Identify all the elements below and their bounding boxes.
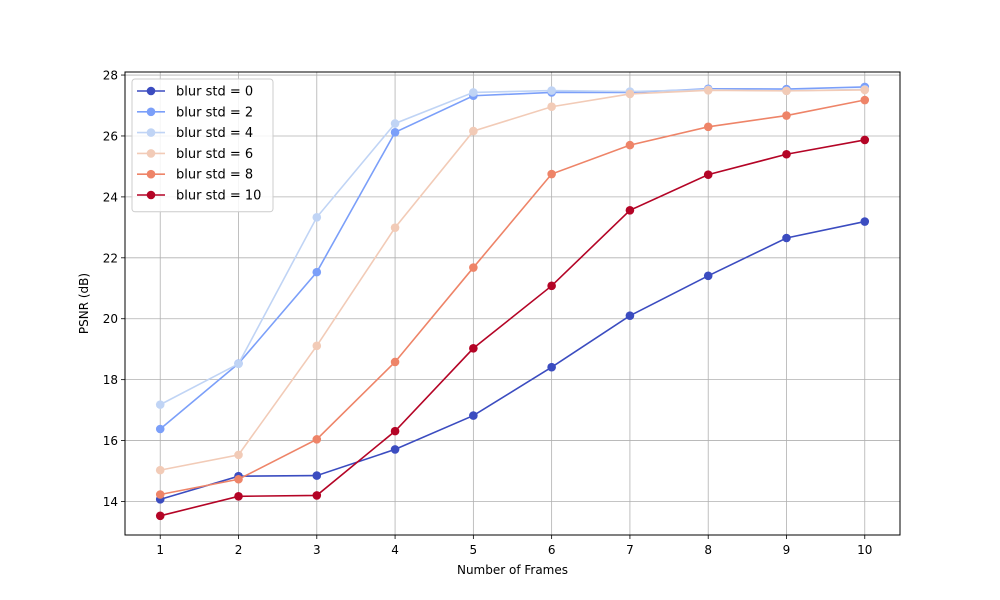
series-5 [155, 135, 870, 521]
data-point [312, 471, 322, 480]
data-point [390, 445, 400, 454]
y-tick-label: 18 [103, 373, 118, 387]
legend-label: blur std = 8 [176, 168, 253, 183]
data-point [782, 86, 791, 96]
y-tick-label: 28 [103, 69, 118, 83]
data-point [469, 343, 478, 353]
data-point [312, 212, 322, 222]
data-point [390, 119, 400, 128]
legend-label: blur std = 4 [176, 126, 253, 141]
series-3 [155, 85, 870, 475]
data-point [782, 233, 791, 243]
x-tick-label: 10 [857, 543, 872, 557]
y-tick-label: 24 [103, 190, 118, 204]
data-point [234, 474, 243, 484]
legend-box [131, 78, 274, 213]
legend-item: blur std = 2 [137, 105, 253, 120]
data-point [860, 135, 870, 145]
data-point [312, 267, 322, 277]
y-tick-label: 22 [103, 251, 118, 265]
data-point [155, 511, 165, 521]
data-point [860, 95, 870, 105]
x-tick-label: 6 [548, 543, 556, 557]
data-point [547, 281, 556, 291]
legend-label: blur std = 2 [176, 105, 253, 120]
data-point [625, 89, 635, 99]
legend-marker [146, 149, 156, 158]
legend-label: blur std = 10 [176, 189, 261, 204]
data-point [703, 85, 713, 95]
x-tick-label: 3 [313, 543, 321, 557]
data-point [703, 271, 713, 281]
legend-item: blur std = 10 [137, 189, 261, 204]
data-point [547, 362, 556, 372]
data-point [625, 140, 635, 150]
x-tick-label: 1 [156, 543, 164, 557]
series-line [160, 89, 865, 471]
data-point [703, 170, 713, 179]
data-point [782, 149, 791, 159]
series-4 [155, 95, 870, 499]
data-point [469, 126, 478, 136]
legend-item: blur std = 8 [137, 168, 253, 183]
legend-item: blur std = 0 [137, 85, 253, 100]
data-point [390, 357, 400, 367]
data-point [234, 450, 243, 460]
series-group [155, 82, 870, 521]
x-tick-label: 7 [626, 543, 634, 557]
legend-marker [146, 86, 156, 96]
x-axis-label: Number of Frames [457, 563, 568, 577]
data-point [469, 411, 478, 420]
legend-marker [146, 190, 156, 200]
x-tick-label: 4 [391, 543, 399, 557]
data-point [390, 223, 400, 232]
data-point [390, 128, 400, 137]
y-tick-label: 26 [103, 129, 118, 143]
data-point [312, 435, 322, 444]
series-line [160, 139, 865, 517]
data-point [860, 85, 870, 95]
data-point [312, 491, 322, 500]
data-point [234, 492, 243, 501]
x-tick-label: 8 [704, 543, 712, 557]
x-tick-label: 5 [470, 543, 478, 557]
data-point [155, 465, 165, 475]
data-point [469, 263, 478, 272]
series-line [159, 86, 865, 430]
data-point [547, 169, 556, 179]
plot-frame [124, 71, 901, 536]
data-point [155, 424, 165, 434]
legend-label: blur std = 6 [176, 147, 253, 162]
series-line [160, 99, 865, 496]
x-tick-label: 2 [235, 543, 243, 557]
y-tick-label: 16 [103, 434, 118, 448]
data-point [625, 205, 635, 215]
data-point [312, 341, 322, 351]
legend: blur std = 0 blur std = 2 blur std = 4 blur… [131, 78, 274, 213]
data-point [625, 311, 635, 320]
data-point [390, 426, 400, 436]
legend-label: blur std = 0 [176, 85, 253, 100]
legend-item: blur std = 4 [137, 126, 253, 141]
data-point [782, 111, 791, 120]
data-point [703, 122, 713, 132]
data-point [547, 102, 556, 112]
legend-marker [146, 128, 156, 137]
y-tick-label: 20 [103, 312, 118, 326]
legend-marker [146, 107, 156, 117]
data-point [547, 86, 556, 95]
legend-item: blur std = 6 [137, 147, 253, 162]
x-tick-label: 9 [783, 543, 791, 557]
y-tick-label: 14 [103, 495, 118, 509]
data-point [860, 217, 870, 226]
y-axis-label: PSNR (dB) [77, 273, 91, 334]
data-point [155, 400, 165, 409]
legend-marker [146, 169, 156, 179]
ticks: 1 2 3 4 5 6 7 8 9 10 14 16 18 20 22 24 26 28 [103, 69, 873, 557]
series-line [160, 220, 865, 501]
data-point [155, 490, 165, 499]
data-point [234, 359, 243, 369]
data-point [469, 88, 478, 97]
